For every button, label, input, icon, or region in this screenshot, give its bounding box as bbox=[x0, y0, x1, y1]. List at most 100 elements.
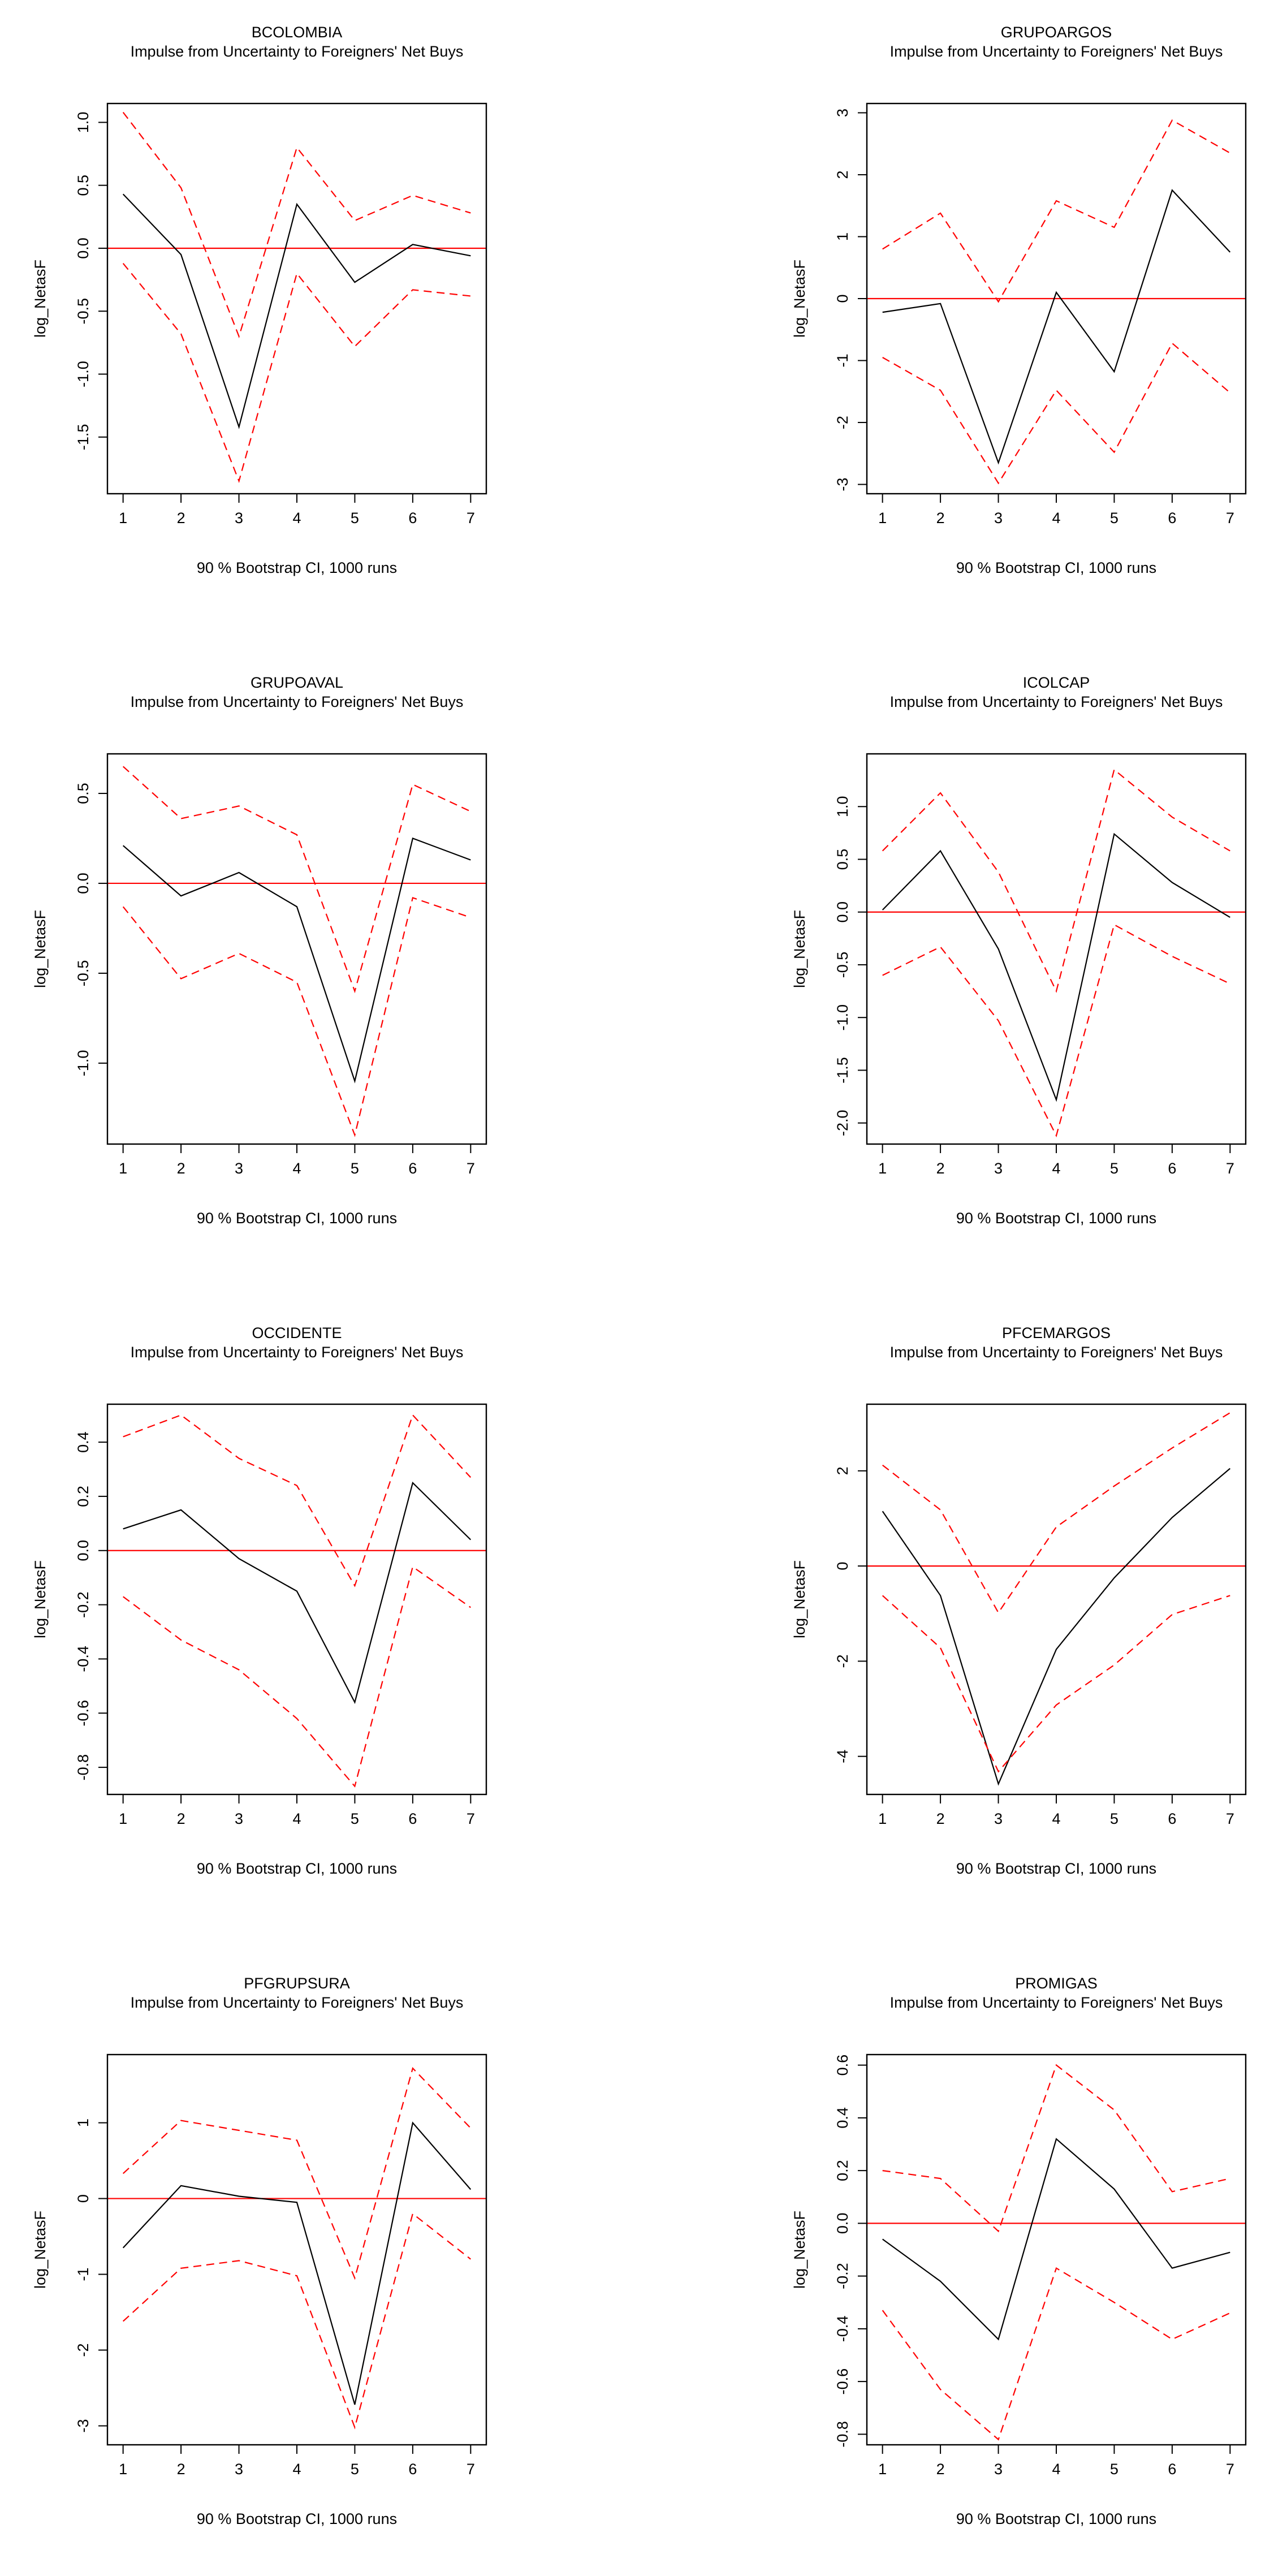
chart-panel-promigas: PROMIGAS Impulse from Uncertainty to Fore… bbox=[791, 1975, 1247, 2527]
x-tick-label: 3 bbox=[994, 510, 1003, 527]
ci-upper-line bbox=[882, 119, 1230, 303]
x-tick-label: 1 bbox=[878, 510, 887, 527]
y-tick-label: -1.0 bbox=[75, 361, 92, 387]
x-tick-label: 2 bbox=[177, 2461, 185, 2478]
ci-upper-line bbox=[882, 1412, 1230, 1614]
chart-subtitle: Impulse from Uncertainty to Foreigners' … bbox=[131, 1344, 464, 1361]
y-tick-label: 0 bbox=[834, 1562, 851, 1570]
y-tick-label: 1.0 bbox=[75, 112, 92, 133]
y-axis-label: log_NetasF bbox=[791, 260, 808, 338]
x-tick-label: 1 bbox=[119, 1810, 127, 1827]
ci-lower-line bbox=[882, 2267, 1230, 2441]
x-tick-label: 4 bbox=[292, 510, 301, 527]
x-tick-label: 3 bbox=[994, 1160, 1003, 1177]
chart-title: OCCIDENTE bbox=[252, 1324, 342, 1341]
y-tick-label: -1.0 bbox=[834, 1004, 851, 1031]
y-tick-label: 0.0 bbox=[75, 1540, 92, 1561]
chart-title: PFGRUPSURA bbox=[244, 1975, 350, 1992]
y-tick-label: -3 bbox=[75, 2419, 92, 2432]
y-tick-label: -0.5 bbox=[75, 960, 92, 987]
y-tick-label: -2.0 bbox=[834, 1110, 851, 1136]
x-tick-label: 7 bbox=[467, 510, 475, 527]
y-tick-label: 0.4 bbox=[834, 2107, 851, 2129]
y-tick-label: 0.4 bbox=[75, 1431, 92, 1453]
x-tick-label: 2 bbox=[936, 1810, 945, 1827]
irf-line bbox=[122, 2121, 472, 2405]
x-tick-label: 6 bbox=[1168, 1810, 1176, 1827]
y-tick-label: 0.0 bbox=[834, 2213, 851, 2234]
y-axis-label: log_NetasF bbox=[791, 1560, 808, 1638]
ci-upper-line bbox=[122, 111, 471, 339]
ci-lower-line bbox=[122, 2212, 471, 2430]
x-tick-label: 3 bbox=[994, 1810, 1003, 1827]
plot-frame bbox=[866, 1403, 1247, 1796]
chart-title: PROMIGAS bbox=[1015, 1975, 1098, 1992]
chart-panel-bcolombia: BCOLOMBIA Impulse from Uncertainty to For… bbox=[32, 24, 487, 576]
x-tick-label: 2 bbox=[177, 510, 185, 527]
chart-title: PFCEMARGOS bbox=[1002, 1324, 1111, 1341]
irf-line bbox=[882, 2138, 1230, 2341]
y-tick-label: 1 bbox=[834, 232, 851, 241]
y-tick-label: -0.4 bbox=[834, 2316, 851, 2342]
y-tick-label: -1 bbox=[834, 354, 851, 368]
x-tick-label: 5 bbox=[1110, 1810, 1118, 1827]
irf-line bbox=[882, 832, 1230, 1102]
y-tick-label: 3 bbox=[834, 109, 851, 117]
chart-title: GRUPOARGOS bbox=[1001, 24, 1112, 41]
x-tick-label: 1 bbox=[119, 2461, 127, 2478]
y-tick-label: -3 bbox=[834, 478, 851, 491]
y-axis-label: log_NetasF bbox=[791, 2211, 808, 2289]
chart-panel-icolcap: ICOLCAP Impulse from Uncertainty to Forei… bbox=[791, 674, 1247, 1227]
y-tick-label: 2 bbox=[834, 1466, 851, 1475]
chart-panel-pfgrupsura: PFGRUPSURA Impulse from Uncertainty to Fo… bbox=[32, 1975, 487, 2527]
y-tick-label: -1.0 bbox=[75, 1050, 92, 1077]
y-tick-label: -0.4 bbox=[75, 1646, 92, 1672]
x-tick-label: 7 bbox=[1226, 2461, 1234, 2478]
y-tick-label: 0.5 bbox=[75, 783, 92, 804]
y-tick-label: -1.5 bbox=[75, 424, 92, 451]
x-tick-label: 6 bbox=[408, 1810, 417, 1827]
ci-lower-line bbox=[882, 1595, 1230, 1773]
chart-title: ICOLCAP bbox=[1023, 674, 1090, 691]
x-tick-label: 3 bbox=[994, 2461, 1003, 2478]
plot-frame bbox=[106, 1403, 487, 1796]
y-tick-label: -0.2 bbox=[834, 2263, 851, 2289]
x-axis-label: 90 % Bootstrap CI, 1000 runs bbox=[197, 2510, 397, 2527]
chart-subtitle: Impulse from Uncertainty to Foreigners' … bbox=[131, 43, 464, 60]
ci-upper-line bbox=[882, 2064, 1230, 2233]
ci-upper-line bbox=[122, 766, 471, 994]
y-tick-label: 0 bbox=[75, 2194, 92, 2203]
y-tick-label: -0.8 bbox=[75, 1754, 92, 1781]
chart-title: BCOLOMBIA bbox=[252, 24, 343, 41]
chart-panel-occidente: OCCIDENTE Impulse from Uncertainty to For… bbox=[32, 1324, 487, 1877]
plot-frame bbox=[106, 2053, 487, 2446]
x-tick-label: 2 bbox=[936, 2461, 945, 2478]
chart-subtitle: Impulse from Uncertainty to Foreigners' … bbox=[890, 1344, 1223, 1361]
ci-lower-line bbox=[122, 896, 471, 1137]
x-axis-label: 90 % Bootstrap CI, 1000 runs bbox=[956, 559, 1156, 576]
x-tick-label: 6 bbox=[1168, 1160, 1176, 1177]
plot-frame bbox=[106, 102, 487, 495]
x-tick-label: 6 bbox=[1168, 2461, 1176, 2478]
x-axis-label: 90 % Bootstrap CI, 1000 runs bbox=[197, 559, 397, 576]
irf-line bbox=[123, 1481, 472, 1705]
chart-panel-grupoargos: GRUPOARGOS Impulse from Uncertainty to Fo… bbox=[791, 24, 1247, 576]
plot-frame bbox=[866, 753, 1247, 1145]
x-tick-label: 3 bbox=[235, 1810, 243, 1827]
y-tick-label: -0.5 bbox=[834, 952, 851, 978]
x-tick-label: 5 bbox=[1110, 1160, 1118, 1177]
y-axis-label: log_NetasF bbox=[32, 910, 49, 988]
x-tick-label: 1 bbox=[119, 1160, 127, 1177]
x-tick-label: 7 bbox=[467, 1160, 475, 1177]
x-tick-label: 4 bbox=[1052, 2461, 1060, 2478]
y-tick-label: 2 bbox=[834, 170, 851, 179]
x-axis-label: 90 % Bootstrap CI, 1000 runs bbox=[956, 1210, 1156, 1227]
plot-frame bbox=[866, 2053, 1247, 2446]
x-tick-label: 4 bbox=[292, 1160, 301, 1177]
y-tick-label: -0.2 bbox=[75, 1591, 92, 1618]
ci-lower-line bbox=[882, 342, 1231, 485]
y-tick-label: -1 bbox=[75, 2268, 92, 2281]
y-tick-label: 0.5 bbox=[834, 849, 851, 870]
x-axis-label: 90 % Bootstrap CI, 1000 runs bbox=[956, 2510, 1156, 2527]
